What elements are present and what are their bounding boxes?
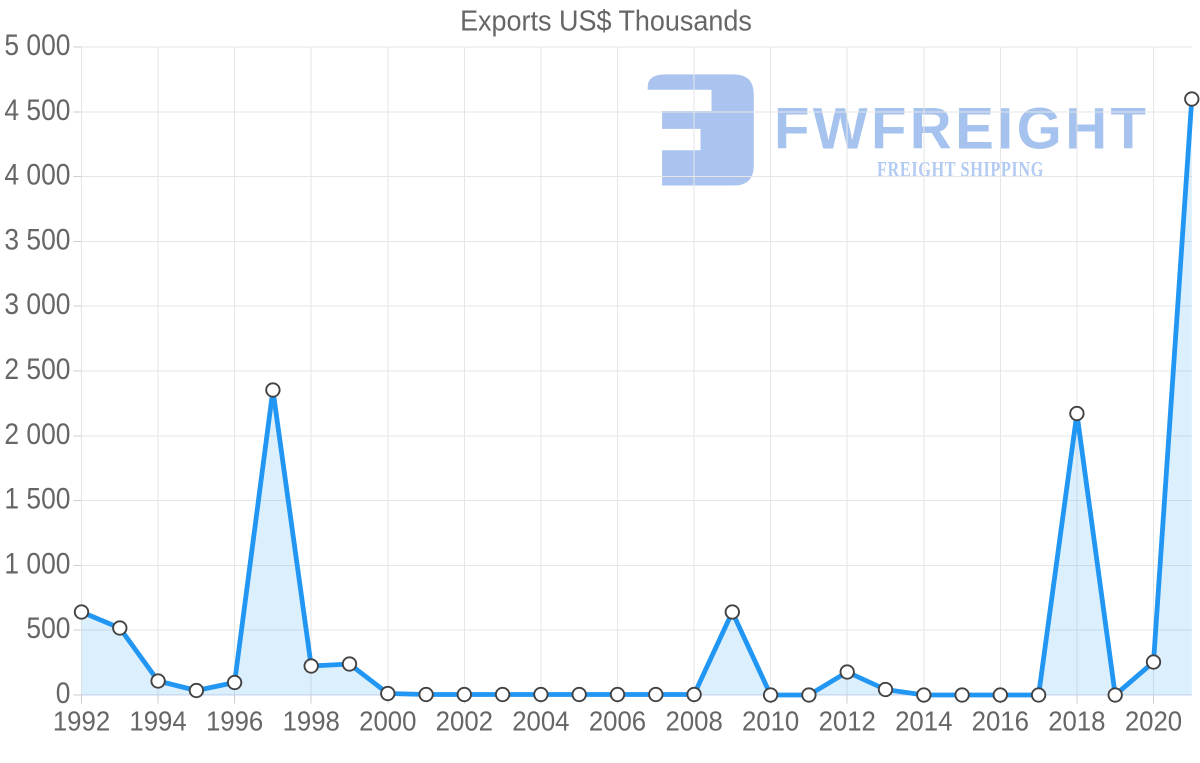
svg-text:2010: 2010 xyxy=(742,706,799,737)
svg-text:Exports US$ Thousands: Exports US$ Thousands xyxy=(460,5,752,37)
svg-text:3 000: 3 000 xyxy=(4,287,70,321)
svg-text:500: 500 xyxy=(26,611,70,645)
svg-text:5 000: 5 000 xyxy=(4,27,70,61)
svg-text:FREIGHT SHIPPING: FREIGHT SHIPPING xyxy=(877,158,1044,182)
svg-text:1992: 1992 xyxy=(53,706,110,737)
svg-text:1998: 1998 xyxy=(283,706,340,737)
svg-text:2004: 2004 xyxy=(512,706,569,737)
svg-text:2008: 2008 xyxy=(665,706,722,737)
svg-text:2014: 2014 xyxy=(895,706,952,737)
svg-text:2 500: 2 500 xyxy=(4,351,70,385)
svg-text:0: 0 xyxy=(56,675,71,709)
svg-text:2002: 2002 xyxy=(436,706,493,737)
svg-text:3 500: 3 500 xyxy=(4,222,70,256)
svg-text:FWFREIGHT: FWFREIGHT xyxy=(774,97,1149,162)
svg-text:2012: 2012 xyxy=(819,706,876,737)
svg-text:2 000: 2 000 xyxy=(4,416,70,450)
svg-text:1 000: 1 000 xyxy=(4,546,70,580)
svg-text:2018: 2018 xyxy=(1048,706,1105,737)
svg-text:2006: 2006 xyxy=(589,706,646,737)
svg-text:2020: 2020 xyxy=(1125,706,1182,737)
svg-text:4 500: 4 500 xyxy=(4,92,70,126)
svg-text:1 500: 1 500 xyxy=(4,481,70,515)
svg-text:4 000: 4 000 xyxy=(4,157,70,191)
svg-text:2016: 2016 xyxy=(972,706,1029,737)
svg-text:1996: 1996 xyxy=(206,706,263,737)
svg-text:1994: 1994 xyxy=(129,706,186,737)
svg-text:2000: 2000 xyxy=(359,706,416,737)
